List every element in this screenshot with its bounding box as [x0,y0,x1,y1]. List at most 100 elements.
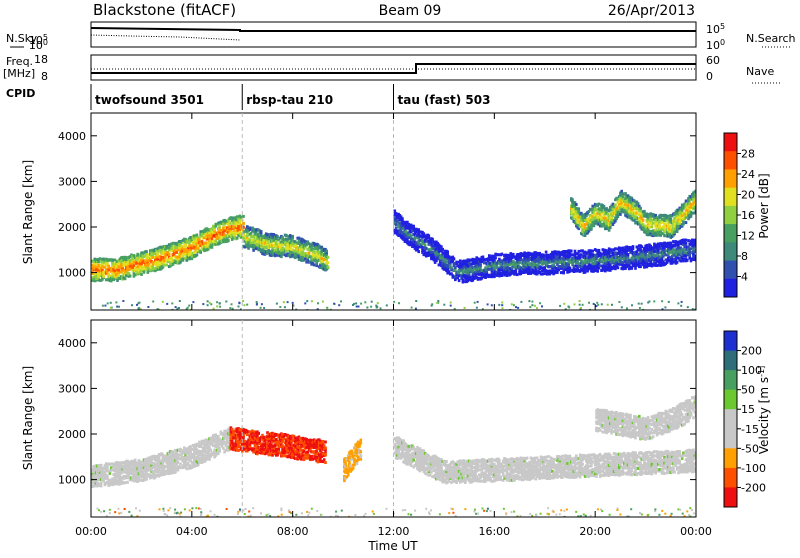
noise-cell [601,303,603,305]
range-cell [629,215,632,218]
range-cell [105,268,108,271]
beam-title: Beam 09 [379,3,442,19]
noise-cell [207,304,209,306]
range-cell [177,461,180,464]
noise-cell [371,301,373,303]
range-cell [410,238,413,241]
range-cell [395,227,398,230]
noise-cell [207,300,209,302]
range-cell [542,254,545,257]
range-cell [396,219,399,222]
noise-cell [306,300,308,302]
range-cell [327,256,330,259]
range-cell [96,268,99,271]
ytick-label: 1000 [58,267,86,280]
noise-cell [107,302,109,304]
range-cell [622,195,625,198]
range-cell [520,258,523,261]
range-cell [327,261,330,264]
noise-cell [209,302,211,304]
range-cell [631,267,634,270]
noise-cell [534,305,536,307]
range-cell [579,256,582,259]
range-cell [106,475,109,478]
noise-cell [279,306,281,308]
range-cell [178,454,181,457]
range-cell [482,256,485,259]
range-cell [483,261,486,264]
noise-cell [219,303,221,305]
range-cell [212,240,215,243]
noise-cell [520,301,522,303]
range-cell [560,271,563,274]
noise-cell [239,302,241,304]
range-cell [196,234,199,237]
noise-cell [147,306,149,308]
range-cell [193,455,196,458]
noise-cell [487,303,489,305]
ytick-label: 4000 [58,130,86,143]
noise-cell [491,304,493,306]
range-cell [198,238,201,241]
range-cell [481,269,484,272]
range-cell [594,254,597,257]
range-cell [260,230,263,233]
noise-cell [131,304,133,306]
range-cell [494,256,497,259]
nsearch-tick-top: 105 [706,22,725,37]
range-cell [405,235,408,238]
range-cell [497,253,500,256]
noise-cell [515,306,517,308]
range-cell [222,447,225,450]
noise-cell [355,302,357,304]
range-cell [232,442,235,445]
range-cell [152,256,155,259]
range-cell [690,257,693,260]
range-cell [197,244,200,247]
range-cell [619,213,622,216]
range-cell [410,224,413,227]
noise-cell [474,302,476,304]
range-cell [134,459,137,462]
range-cell [463,274,466,277]
noise-cell [232,308,234,310]
noise-cell [340,300,342,302]
range-cell [428,243,431,246]
range-cell [603,225,606,228]
range-cell [686,206,689,209]
noise-cell [192,301,194,303]
noise-cell [370,306,372,308]
range-cell [204,241,207,244]
range-cell [595,249,598,252]
noise-cell [287,301,289,303]
range-cell [141,470,144,473]
range-cell [153,462,156,465]
range-cell [298,237,301,240]
noise-cell [338,304,340,306]
freq-panel: Freq. [MHz] 18 8 60 0 Nave [3,53,780,83]
range-cell [255,247,258,250]
range-cell [164,465,167,468]
nave-tick-top: 60 [706,54,720,67]
range-cell [193,251,196,254]
range-cell [325,250,328,253]
range-cell [608,209,611,212]
range-cell [685,242,688,245]
noise-cell [502,307,504,309]
noise-cell [415,308,417,310]
range-cell [164,455,167,458]
nsky-panel: 105 100 N.Sky 105 100 N.Search [6,22,796,53]
range-cell [95,265,98,268]
range-cell [571,198,574,201]
range-cell [488,268,491,271]
range-cell [469,276,472,279]
noise-cell [102,305,104,307]
range-cell [579,265,582,268]
noise-cell [664,306,666,308]
range-cell [676,261,679,264]
noise-cell [529,306,531,308]
noise-cell [188,305,190,307]
range-cell [160,256,163,259]
